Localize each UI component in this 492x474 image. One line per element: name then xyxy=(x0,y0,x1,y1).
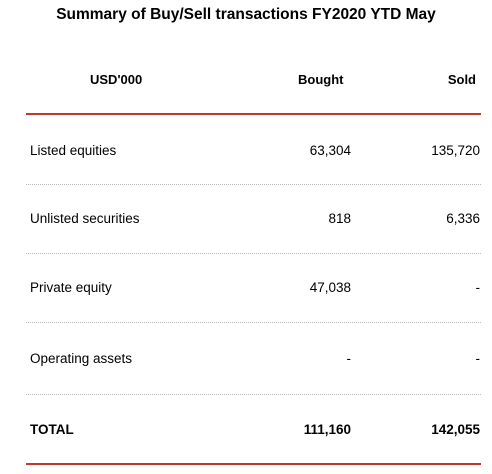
column-header-sold: Sold xyxy=(447,72,476,87)
row-label: Unlisted securities xyxy=(30,211,140,226)
row-divider xyxy=(26,253,481,254)
row-label: Operating assets xyxy=(30,351,133,366)
row-divider xyxy=(26,322,481,323)
row-bought-value: - xyxy=(346,351,352,366)
row-sold-value: - xyxy=(475,280,481,295)
table-row: Operating assets - - xyxy=(0,351,492,369)
table-title: Summary of Buy/Sell transactions FY2020 … xyxy=(56,6,436,23)
total-bought-value: 111,160 xyxy=(303,422,351,437)
row-divider xyxy=(26,184,481,185)
table-row: Unlisted securities 818 6,336 xyxy=(0,211,492,229)
row-divider xyxy=(26,394,481,395)
row-label: Listed equities xyxy=(30,143,117,158)
row-sold-value: 135,720 xyxy=(431,143,480,158)
table-row: Listed equities 63,304 135,720 xyxy=(0,143,492,161)
header-divider xyxy=(26,113,481,115)
row-bought-value: 47,038 xyxy=(309,280,351,295)
column-header-label: USD'000 xyxy=(90,72,143,87)
total-row: TOTAL 111,160 142,055 xyxy=(0,422,492,440)
row-sold-value: 6,336 xyxy=(446,211,480,226)
row-bought-value: 818 xyxy=(328,211,351,226)
row-sold-value: - xyxy=(475,351,481,366)
total-label: TOTAL xyxy=(30,422,74,437)
row-bought-value: 63,304 xyxy=(309,143,351,158)
footer-divider xyxy=(26,463,481,465)
row-label: Private equity xyxy=(30,280,112,295)
table-row: Private equity 47,038 - xyxy=(0,280,492,298)
total-sold-value: 142,055 xyxy=(431,422,480,437)
column-header-bought: Bought xyxy=(298,72,344,87)
